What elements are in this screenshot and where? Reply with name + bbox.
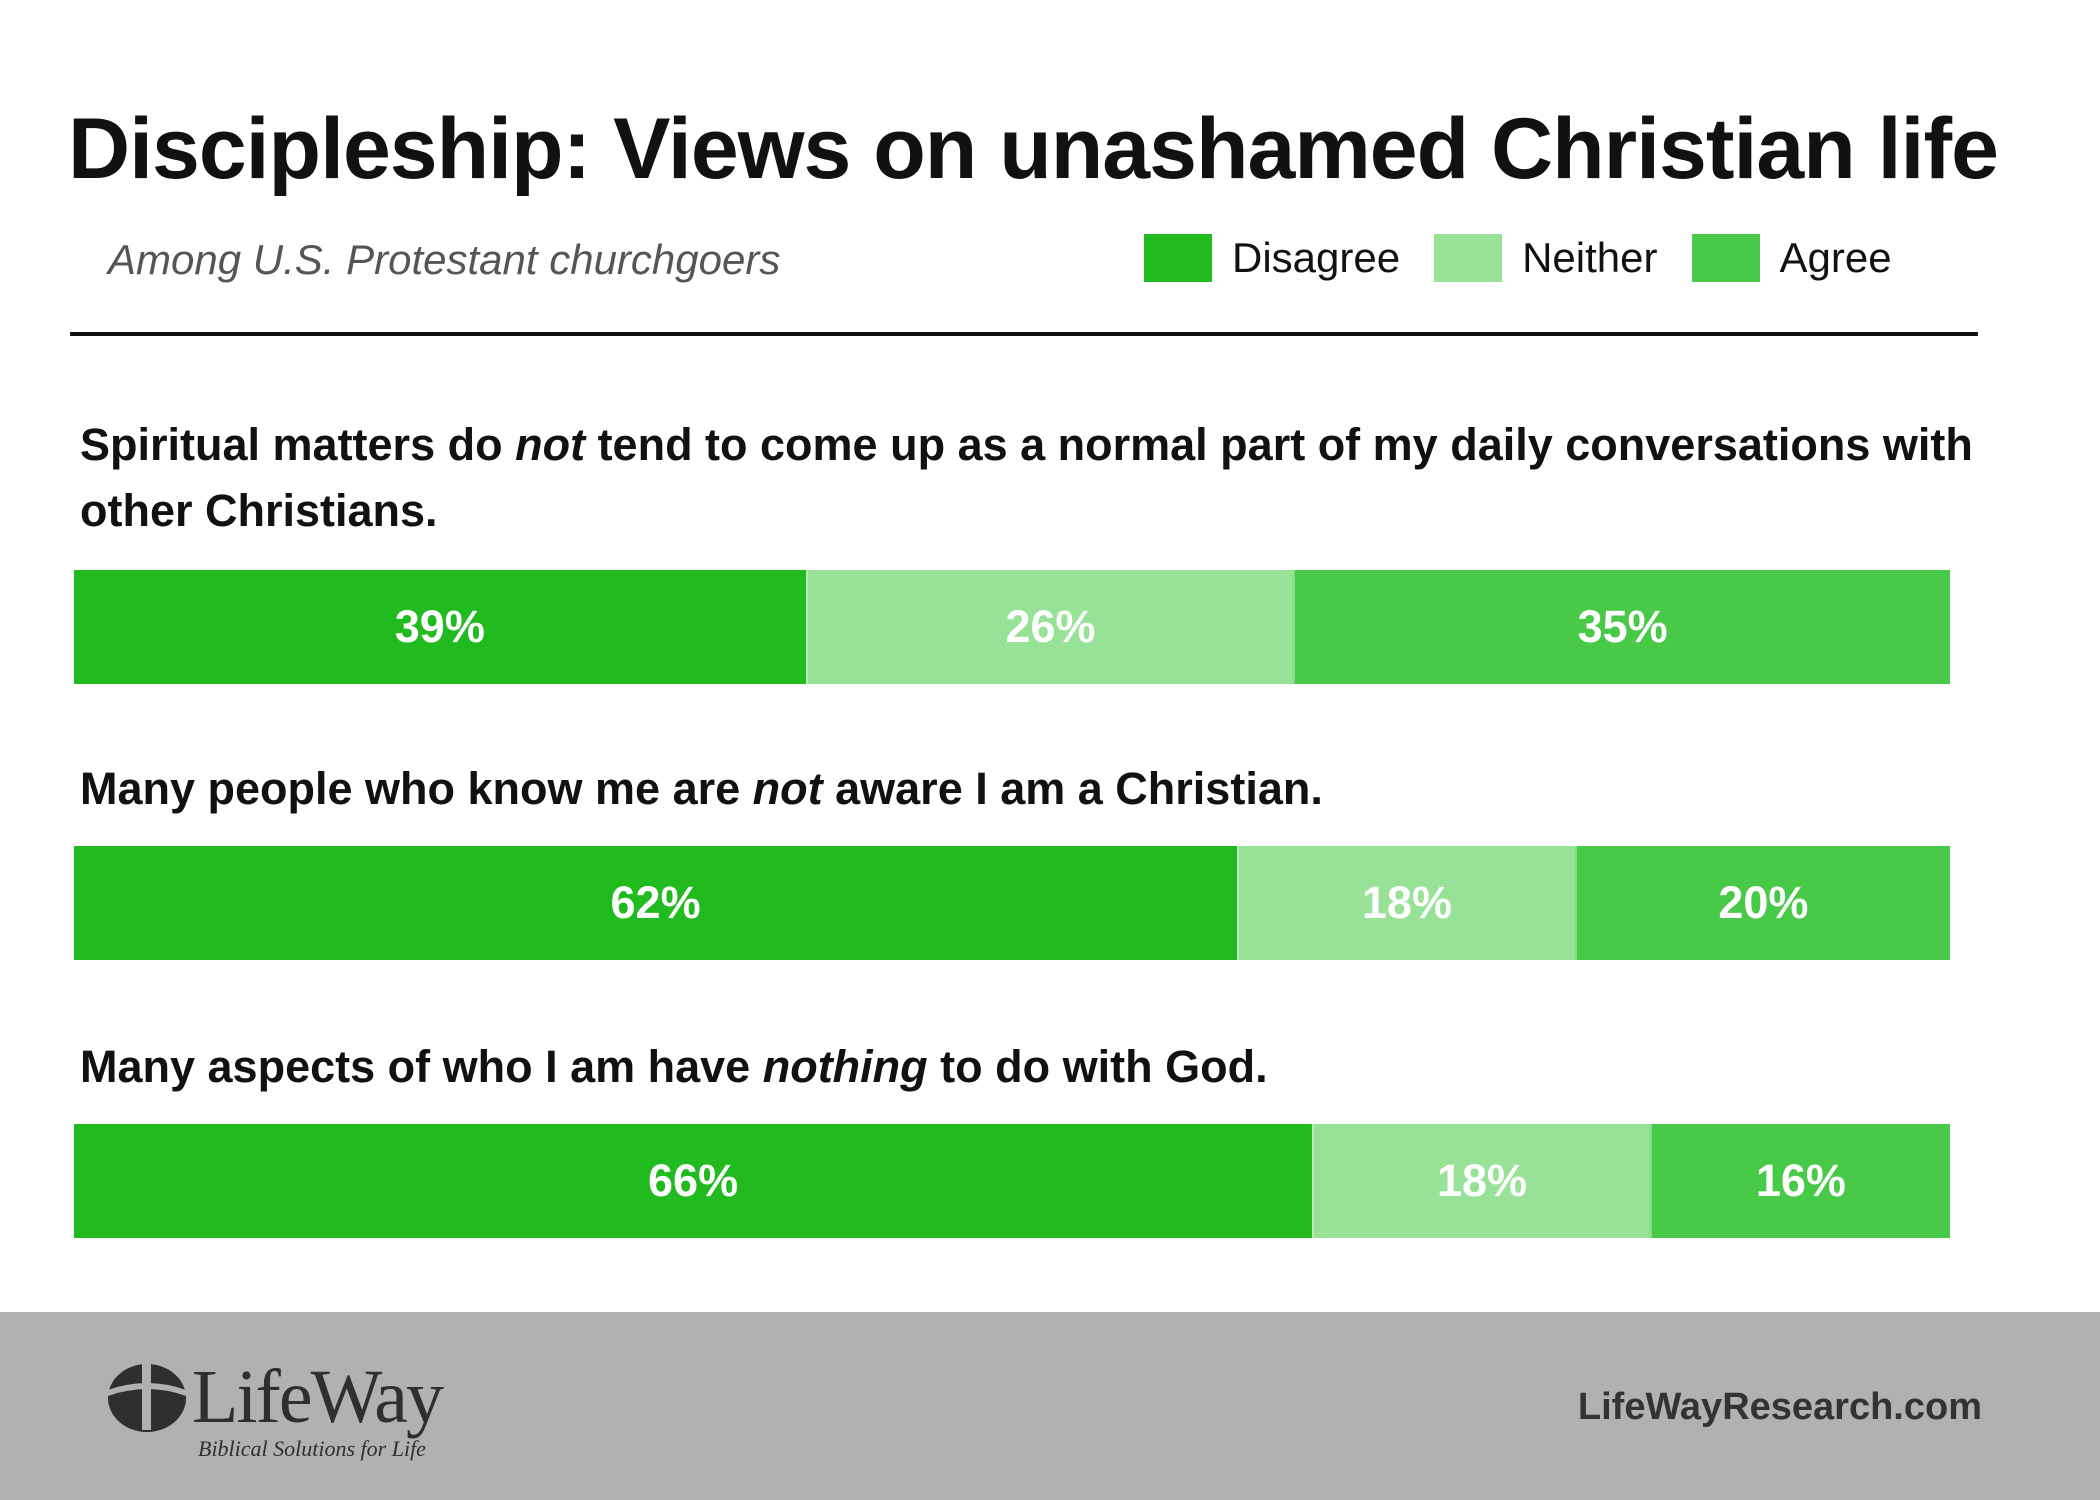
data-label-disagree-3: 66% bbox=[648, 1155, 739, 1206]
question-label-1: Spiritual matters do not tend to come up… bbox=[80, 412, 1980, 544]
bar-segment-agree-1: 35% bbox=[1293, 570, 1950, 684]
question-text-part: to do with God. bbox=[927, 1041, 1268, 1092]
question-text-part: Many aspects of who I am have bbox=[80, 1041, 763, 1092]
question-text-part: Spiritual matters do bbox=[80, 419, 516, 470]
question-text-part: not bbox=[515, 419, 586, 470]
bar-row-1: 39% 26% 35% bbox=[74, 570, 1950, 684]
data-label-agree-1: 35% bbox=[1577, 601, 1668, 652]
bar-segment-agree-2: 20% bbox=[1574, 846, 1950, 960]
question-text-part: not bbox=[752, 763, 823, 814]
data-label-neither-2: 18% bbox=[1361, 877, 1452, 928]
legend-swatch-agree bbox=[1691, 234, 1760, 282]
legend: Disagree Neither Agree bbox=[1144, 232, 1926, 284]
bar-segment-agree-3: 16% bbox=[1649, 1124, 1950, 1238]
question-text-part: nothing bbox=[762, 1041, 928, 1092]
lifeway-logo: LifeWay Biblical Solutions for Life bbox=[106, 1355, 466, 1470]
legend-label-agree: Agree bbox=[1779, 234, 1892, 281]
data-label-disagree-2: 62% bbox=[610, 877, 701, 928]
lifeway-logo-tagline: Biblical Solutions for Life bbox=[198, 1436, 426, 1461]
legend-swatch-neither bbox=[1434, 234, 1503, 282]
question-text-part: aware I am a Christian. bbox=[822, 763, 1323, 814]
bar-segment-disagree-3: 66% bbox=[74, 1124, 1313, 1238]
chart-title: Discipleship: Views on unashamed Christi… bbox=[68, 101, 1999, 197]
data-label-agree-2: 20% bbox=[1718, 877, 1809, 928]
question-text-part: tend to come up as a normal part of my d… bbox=[80, 419, 1973, 536]
lifeway-logo-name: LifeWay bbox=[192, 1355, 444, 1439]
bar-segment-neither-2: 18% bbox=[1237, 846, 1575, 960]
legend-label-neither: Neither bbox=[1522, 234, 1658, 281]
data-label-agree-3: 16% bbox=[1755, 1155, 1846, 1206]
legend-swatch-disagree bbox=[1144, 234, 1212, 282]
data-label-neither-3: 18% bbox=[1436, 1155, 1528, 1206]
bar-segment-disagree-2: 62% bbox=[74, 846, 1238, 960]
data-label-disagree-1: 39% bbox=[394, 601, 485, 652]
question-text-part: Many people who know me are bbox=[80, 763, 753, 814]
bar-row-3: 66% 18% 16% bbox=[74, 1124, 1950, 1238]
question-label-2: Many people who know me are not aware I … bbox=[80, 756, 1980, 822]
legend-label-disagree: Disagree bbox=[1232, 234, 1401, 281]
footer-band bbox=[0, 1312, 2100, 1500]
legend-item-agree: Agree bbox=[1691, 234, 1892, 282]
bar-segment-neither-1: 26% bbox=[805, 570, 1294, 684]
website-link[interactable]: LifeWayResearch.com bbox=[1577, 1386, 1982, 1428]
bar-segment-neither-3: 18% bbox=[1312, 1124, 1650, 1238]
lifeway-logo-icon bbox=[108, 1364, 186, 1432]
legend-item-disagree: Disagree bbox=[1144, 234, 1400, 282]
chart-subtitle: Among U.S. Protestant churchgoers bbox=[108, 236, 781, 283]
legend-item-neither: Neither bbox=[1434, 234, 1658, 282]
header-divider bbox=[70, 332, 1978, 336]
bar-segment-disagree-1: 39% bbox=[74, 570, 806, 684]
question-label-3: Many aspects of who I am have nothing to… bbox=[80, 1034, 1980, 1100]
data-label-neither-1: 26% bbox=[1005, 601, 1096, 652]
bar-row-2: 62% 18% 20% bbox=[74, 846, 1950, 960]
